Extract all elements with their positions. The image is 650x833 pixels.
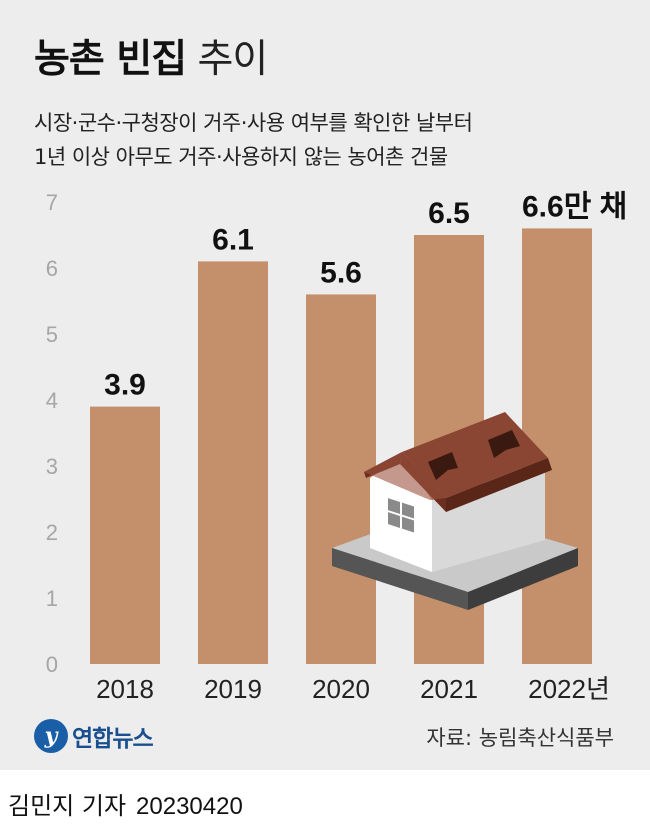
house-icon — [332, 412, 578, 610]
bar-chart: 0 1 2 3 4 5 6 7 3.9 2018 6.1 2019 5.6 2020 6.5 2021 6.6… — [46, 190, 628, 704]
y-tick-label: 4 — [46, 388, 58, 413]
yonhap-logo-icon: y — [34, 719, 68, 753]
y-tick-label: 3 — [46, 454, 58, 479]
y-tick-label: 2 — [46, 520, 58, 545]
source-note: 자료: 농림축산식품부 — [426, 726, 614, 750]
bar-value-label: 6.1 — [212, 223, 254, 256]
publish-date: 20230420 — [136, 793, 243, 820]
x-tick-label: 2020 — [312, 674, 370, 704]
y-tick-label: 5 — [46, 322, 58, 347]
bars: 3.9 2018 6.1 2019 5.6 2020 6.5 2021 6.6만 채 2022년 — [90, 190, 627, 704]
logo-text: 연합뉴스 — [72, 726, 154, 752]
bar-value-label: 3.9 — [104, 369, 146, 402]
subtitle-line-2: 1년 이상 아무도 거주·사용하지 않는 농어촌 건물 — [34, 145, 448, 169]
reporter-name: 김민지 기자 — [8, 792, 127, 820]
title-light: 추이 — [197, 37, 269, 82]
subtitle-line-1: 시장·군수·구청장이 거주·사용 여부를 확인한 날부터 — [34, 111, 473, 135]
bar-value-label: 6.5 — [428, 197, 470, 230]
x-tick-label: 2019 — [204, 674, 262, 704]
title-bold: 농촌 빈집 — [34, 37, 187, 82]
bar — [198, 261, 268, 664]
bar — [306, 294, 376, 664]
y-tick-label: 1 — [46, 586, 58, 611]
y-tick-label: 0 — [46, 652, 58, 677]
bar-value-label: 6.6만 채 — [522, 190, 627, 223]
y-tick-label: 6 — [46, 256, 58, 281]
yonhap-logo: y 연합뉴스 — [34, 718, 154, 754]
x-tick-label: 2022년 — [528, 674, 610, 704]
credit-line: 김민지 기자 20230420 — [8, 786, 243, 820]
chart-title: 농촌 빈집 추이 — [34, 28, 269, 84]
y-tick-label: 7 — [46, 190, 58, 215]
chart-subtitle: 시장·군수·구청장이 거주·사용 여부를 확인한 날부터 1년 이상 아무도 거… — [34, 106, 473, 174]
x-tick-label: 2018 — [96, 674, 154, 704]
y-axis-ticks: 0 1 2 3 4 5 6 7 — [46, 190, 58, 677]
bar-value-label: 5.6 — [320, 256, 362, 289]
bar — [90, 406, 160, 664]
x-tick-label: 2021 — [420, 674, 478, 704]
